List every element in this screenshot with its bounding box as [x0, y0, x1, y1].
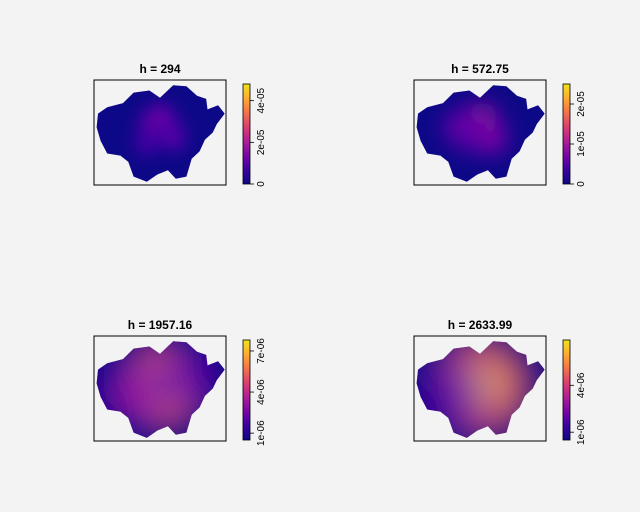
density-peak — [140, 136, 153, 150]
density-blobs — [442, 103, 510, 157]
density-blobs — [423, 341, 532, 438]
colorbar-tick-label: 0 — [576, 181, 587, 187]
panel-4: h = 2633.99 1e-06 4e-06 — [413, 318, 587, 445]
density-peak — [441, 378, 472, 409]
density-peak — [166, 131, 180, 145]
density-peak — [482, 129, 499, 147]
density-surface — [416, 85, 545, 182]
panel-frame — [93, 335, 227, 442]
panel-title: h = 2633.99 — [448, 318, 513, 332]
colorbar — [562, 339, 571, 441]
panel-title: h = 1957.16 — [128, 318, 193, 332]
panel-frame — [93, 79, 227, 186]
colorbar-tick-label: 4e-05 — [256, 87, 267, 113]
colorbar-tick-label: 4e-06 — [576, 372, 587, 398]
panel-title: h = 294 — [139, 62, 180, 76]
density-blobs — [133, 102, 188, 157]
panel-frame — [413, 79, 547, 186]
colorbar-tick-label: 7e-06 — [256, 338, 267, 364]
colorbar-tick-label: 1e-06 — [576, 419, 587, 445]
density-peak — [119, 379, 148, 408]
panel-title: h = 572.75 — [451, 62, 509, 76]
density-surface — [96, 85, 225, 182]
colorbar — [242, 339, 251, 441]
colorbar — [562, 83, 571, 185]
density-blobs — [102, 341, 216, 431]
colorbar-tick-label: 0 — [256, 181, 267, 187]
colorbar-tick-label: 4e-06 — [256, 379, 267, 405]
panel-1: h = 294 0 2e-05 4e-05 — [93, 62, 267, 187]
colorbar-tick-label: 2e-05 — [256, 129, 267, 155]
density-peak — [173, 364, 200, 392]
panel-frame — [413, 335, 547, 442]
density-peak — [153, 110, 167, 124]
density-peak — [452, 119, 469, 136]
panel-2: h = 572.75 0 1e-05 2e-05 — [413, 62, 587, 187]
colorbar-tick-label: 1e-05 — [576, 131, 587, 157]
density-surface — [416, 341, 545, 438]
colorbar-tick-label: 1e-06 — [256, 420, 267, 446]
colorbar-tick-label: 2e-05 — [576, 91, 587, 117]
panel-3: h = 1957.16 1e-06 4e-06 7e-06 — [93, 318, 267, 446]
colorbar — [242, 83, 251, 185]
density-surface — [96, 341, 225, 438]
